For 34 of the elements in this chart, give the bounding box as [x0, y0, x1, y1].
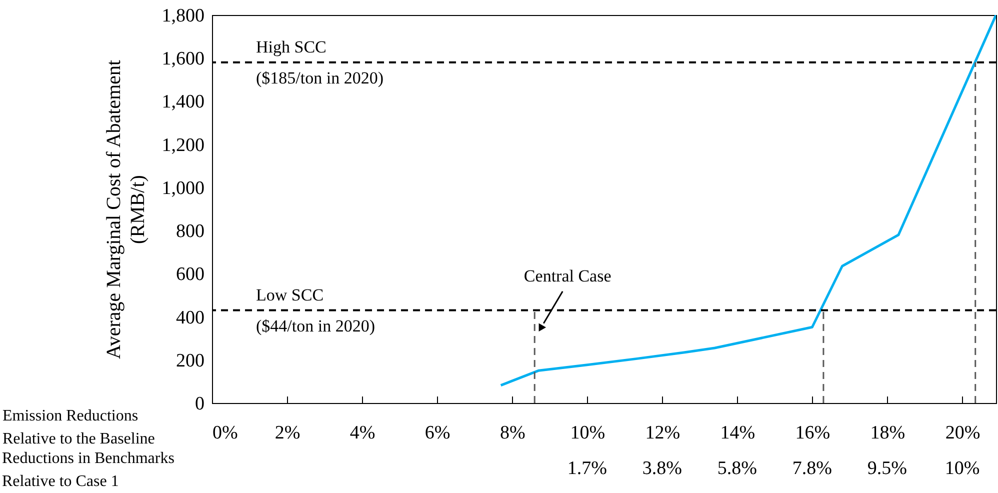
y-tick-label: 600	[176, 264, 204, 286]
x-tick-label: 14%	[720, 422, 756, 444]
text: 3.8%	[642, 458, 682, 479]
x-tick-label: 18%	[870, 422, 906, 444]
x-tick-label: 0%	[212, 422, 238, 444]
x-tick-label: 4%	[350, 422, 376, 444]
y-tick-label: 0	[195, 394, 204, 414]
y-tick-label: 1,200	[162, 134, 204, 156]
x-tick-label: 2%	[274, 422, 300, 444]
ref-line-label: High SCC ($185/ton in 2020)	[256, 37, 384, 88]
annotation: Central Case	[524, 266, 612, 286]
text: 9.5%	[867, 458, 908, 479]
line-series	[500, 15, 996, 387]
x-tick-label: 8%	[500, 422, 526, 444]
ref-line-label: Low SCC ($44/ton in 2020)	[256, 285, 375, 336]
x-tick-label: 16%	[795, 422, 830, 444]
y-tick-label: 1,600	[162, 48, 204, 70]
text: Reductions in Benchmarks Relative to Case 1	[2, 450, 174, 490]
y-tick-label: 1,800	[162, 6, 204, 26]
y-tick-label: 200	[176, 350, 204, 372]
y-tick-label: 800	[176, 221, 204, 242]
y-tick-label: 1,000	[162, 178, 204, 199]
text: 10%	[944, 458, 980, 479]
x-tick-label: 6%	[424, 422, 450, 444]
text: 5.8%	[717, 458, 758, 479]
x-tick-label: 20%	[945, 422, 980, 444]
text: 7.8%	[792, 458, 832, 479]
text: 1.7%	[567, 458, 608, 479]
y-axis-title: Average Marginal Cost of Abatement (RMB/t)	[102, 59, 149, 360]
y-tick-label: 1,400	[162, 92, 204, 113]
x-tick-label: 12%	[645, 422, 680, 444]
x-axis-title: Emission Reductions Relative to the Baseline	[2, 408, 155, 448]
x-tick-label: 10%	[570, 422, 606, 444]
y-tick-label: 400	[176, 307, 204, 328]
